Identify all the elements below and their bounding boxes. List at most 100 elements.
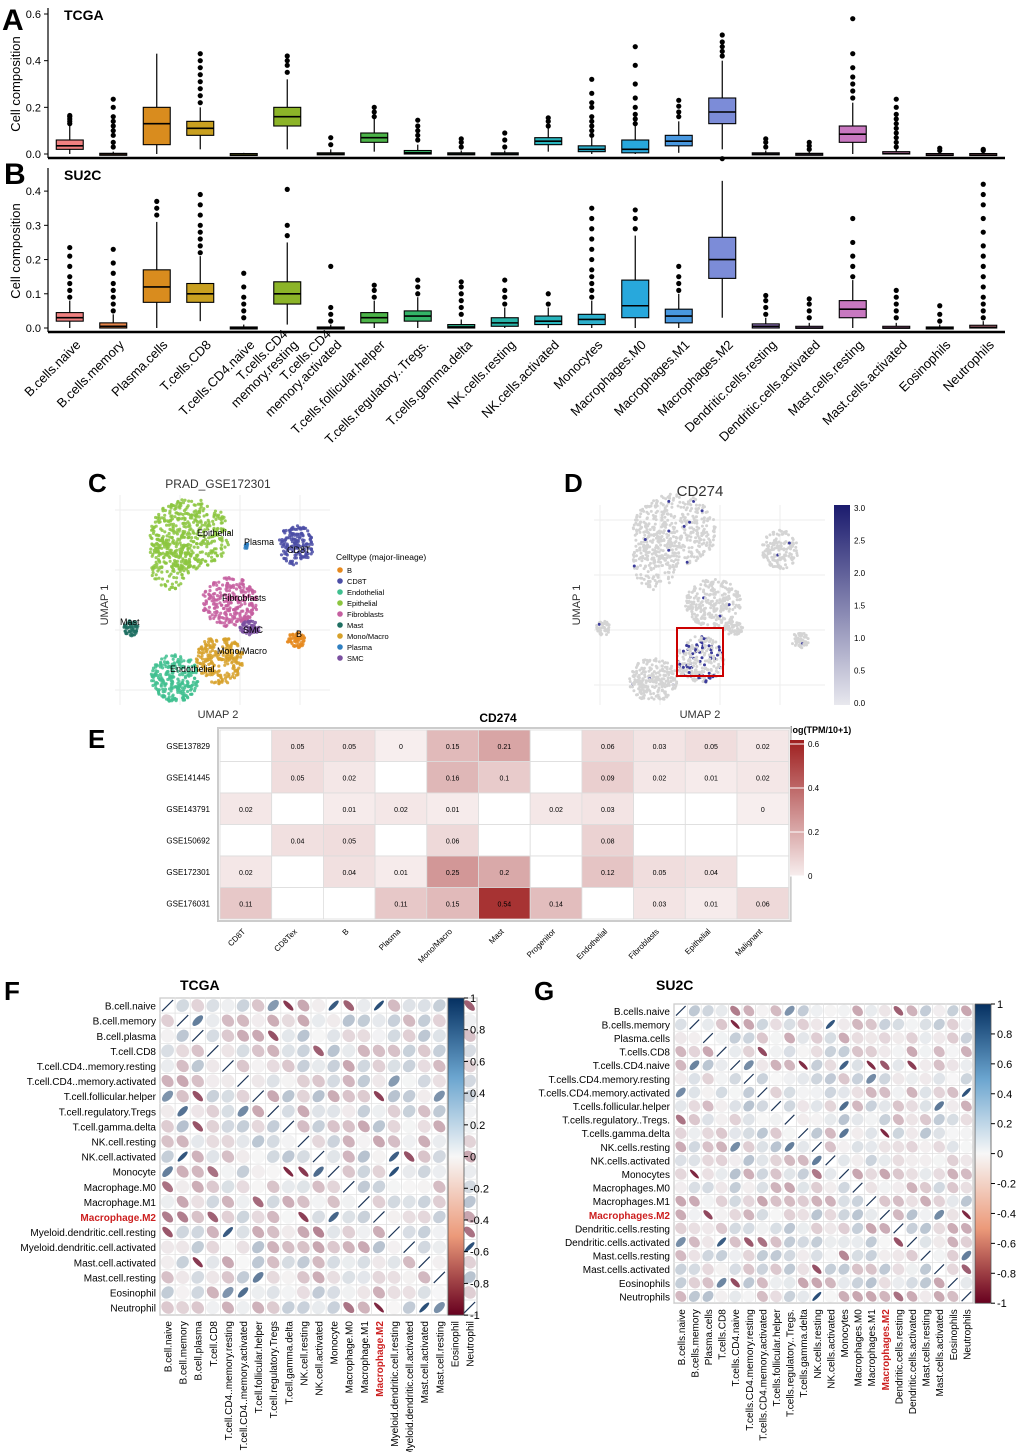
umap-d-point xyxy=(650,678,654,681)
umap-d-point xyxy=(657,677,661,681)
umap-d-point xyxy=(729,615,733,619)
outlier-point xyxy=(197,65,203,71)
umap-d-point xyxy=(674,547,678,551)
umap-d-point xyxy=(674,551,678,555)
x-tick-label: NK.cells.activated xyxy=(478,337,562,421)
umap-point-epithelial xyxy=(175,563,179,567)
legend-swatch xyxy=(337,655,343,661)
umap-point-cd8t xyxy=(298,553,302,557)
umap-point-fibroblasts xyxy=(229,596,233,600)
umap-point-epithelial xyxy=(184,558,188,563)
umap-d-point xyxy=(645,688,649,691)
umap-point-fibroblasts xyxy=(227,593,231,597)
umap-d-point xyxy=(652,658,656,662)
umap-point-epithelial xyxy=(163,530,167,534)
outlier-point xyxy=(893,287,899,293)
umap-point-fibroblasts xyxy=(230,577,234,581)
umap-d-point xyxy=(707,546,711,550)
outlier-point xyxy=(110,96,116,102)
umap-d-point xyxy=(689,638,692,642)
outlier-point xyxy=(893,135,899,141)
umap-point-epithelial xyxy=(180,498,184,502)
panel-title: SU2C xyxy=(64,167,101,183)
umap-point-epithelial xyxy=(182,509,187,513)
umap-point-epithelial xyxy=(170,503,174,507)
umap-d-point xyxy=(696,649,700,653)
umap-point-fibroblasts xyxy=(225,581,229,585)
umap-d-point xyxy=(662,531,665,535)
box-t-cells-regulatory-tregs- xyxy=(403,117,432,155)
umap-d-point xyxy=(681,662,685,666)
corr-row-label: B.cell.memory xyxy=(93,1017,156,1028)
umap-d-point xyxy=(765,540,769,544)
outlier-point xyxy=(632,104,638,110)
umap-d-point xyxy=(694,507,698,511)
umap-d-point xyxy=(649,692,653,696)
umap-point-mono-macro xyxy=(231,666,235,671)
umap-point-epithelial xyxy=(218,537,222,542)
umap-d-point xyxy=(802,642,806,646)
umap-d-point xyxy=(681,501,685,505)
umap-point-cd8t xyxy=(299,531,303,535)
heatmap-row-label: GSE150692 xyxy=(166,836,210,845)
umap-d-point xyxy=(644,505,648,509)
outlier-point xyxy=(589,100,595,106)
umap-d-point xyxy=(778,558,782,562)
umap-d-point xyxy=(654,518,658,522)
umap-d-point xyxy=(775,532,779,536)
umap-d-point xyxy=(738,597,742,601)
outlier-point xyxy=(67,294,73,300)
umap-d-point xyxy=(649,509,653,513)
umap-point-epithelial xyxy=(177,512,181,516)
umap-d-point xyxy=(674,683,678,687)
heatmap-cell xyxy=(478,824,531,857)
outlier-point xyxy=(328,318,334,324)
umap-d-point xyxy=(714,669,718,673)
umap-point-epithelial xyxy=(192,556,197,560)
umap-d-point xyxy=(658,673,662,677)
umap-d-point xyxy=(795,640,799,644)
umap-d-point xyxy=(794,549,798,553)
outlier-point xyxy=(589,123,595,129)
legend-label: CD8T xyxy=(347,577,367,586)
umap-point-epithelial xyxy=(173,515,177,519)
umap-point-epithelial xyxy=(183,498,187,502)
heatmap-cell xyxy=(271,855,324,888)
umap-point-epithelial xyxy=(168,559,172,563)
umap-point-epithelial xyxy=(154,556,158,560)
umap-point-endothelial xyxy=(163,662,167,667)
umap-d-point xyxy=(642,693,646,697)
umap-point-fibroblasts xyxy=(214,581,218,585)
umap-point-cd8t xyxy=(304,552,308,556)
umap-d-point xyxy=(737,621,741,625)
outlier-point xyxy=(241,284,247,290)
umap-d-point xyxy=(661,564,664,567)
umap-d-point xyxy=(652,670,656,674)
umap-point-fibroblasts xyxy=(223,593,228,597)
umap-d-point xyxy=(641,670,645,674)
umap-d-point xyxy=(685,560,689,564)
umap-d-point xyxy=(713,596,716,600)
umap-point-fibroblasts xyxy=(242,585,246,589)
umap-d-point xyxy=(650,552,654,556)
umap-point-fibroblasts xyxy=(202,608,206,612)
umap-point-epithelial xyxy=(156,546,160,550)
umap-d-point xyxy=(701,579,705,583)
umap-point-fibroblasts xyxy=(232,608,236,612)
umap-d-point xyxy=(732,593,736,597)
umap-d-point xyxy=(672,568,676,572)
umap-point-fibroblasts xyxy=(204,602,208,606)
umap-point-epithelial xyxy=(153,520,157,524)
umap-point-epithelial xyxy=(171,522,176,526)
corr-row-label: Macrophage.M2 xyxy=(80,1213,156,1224)
umap-point-endothelial xyxy=(171,657,175,661)
heatmap-cell xyxy=(374,761,428,794)
umap-point-epithelial xyxy=(162,543,166,547)
umap-point-fibroblasts xyxy=(239,589,243,593)
umap-d-point xyxy=(714,646,718,650)
umap-point-endothelial xyxy=(157,691,161,695)
umap-d-point xyxy=(643,538,647,541)
umap-point-epithelial xyxy=(173,554,178,558)
umap-d-point xyxy=(695,643,699,647)
panel-letter-f: F xyxy=(4,976,20,1006)
